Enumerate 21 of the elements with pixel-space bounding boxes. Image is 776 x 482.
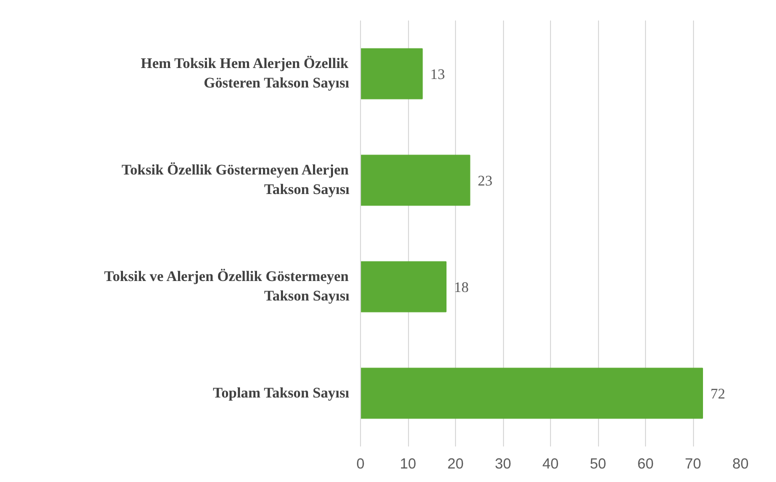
data-label: 23 <box>478 173 492 190</box>
x-tick-label: 30 <box>494 456 512 472</box>
bar <box>360 368 703 419</box>
y-tick-label: Toplam Takson Sayısı <box>212 385 350 402</box>
x-tick-label: 20 <box>447 456 464 472</box>
data-label: 13 <box>430 66 445 83</box>
x-tick-label: 70 <box>684 456 702 472</box>
y-tick-label: Toksik Özellik Göstermeyen Alerjen Takson Sayısı <box>122 162 350 198</box>
x-tick-label: 80 <box>732 456 749 472</box>
data-label: 72 <box>710 386 726 402</box>
bar <box>360 154 470 206</box>
x-tick-label: 60 <box>637 456 654 472</box>
data-label: 18 <box>454 280 469 296</box>
y-tick-label: Toksik ve Alerjen Özellik Göstermeyen Takson Sayısı <box>104 268 350 304</box>
x-tick-label: 10 <box>400 456 416 472</box>
y-tick-label: Hem Toksik Hem Alerjen Özellik Gösteren Takson Sayısı <box>140 55 350 92</box>
bar <box>360 48 423 100</box>
bar <box>360 261 446 312</box>
x-tick-label: 40 <box>542 456 559 472</box>
x-tick-label: 50 <box>590 456 606 472</box>
x-tick-label: 0 <box>356 456 365 472</box>
